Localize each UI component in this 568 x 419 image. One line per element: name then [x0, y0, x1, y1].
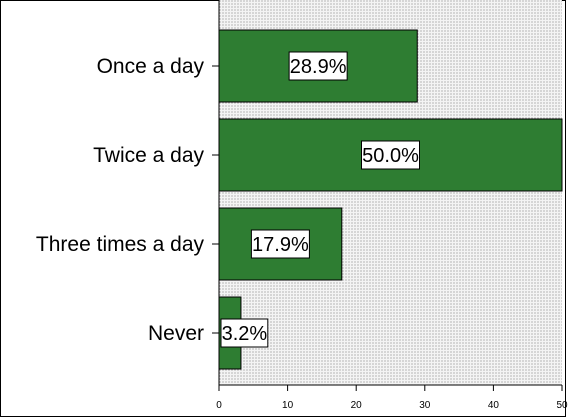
x-tick-label: 20	[351, 400, 363, 411]
category-label-once-a-day: Once a day	[97, 55, 205, 78]
category-label-twice-a-day: Twice a day	[93, 144, 204, 167]
x-tick-label: 40	[488, 400, 500, 411]
category-label-three-times-a-day: Three times a day	[36, 233, 205, 256]
x-tick-label: 50	[556, 400, 568, 411]
data-label-three-times-a-day: 17.9%	[252, 234, 309, 256]
data-label-box-once-a-day	[288, 51, 348, 81]
data-label-twice-a-day: 50.0%	[362, 145, 419, 167]
x-tick-label: 30	[419, 400, 431, 411]
data-label-never: 3.2%	[222, 323, 268, 345]
x-tick-label: 0	[216, 400, 222, 411]
data-label-box-never	[220, 318, 269, 348]
x-tick-label: 10	[282, 400, 294, 411]
data-label-box-three-times-a-day	[250, 229, 310, 259]
data-label-box-twice-a-day	[361, 140, 420, 170]
category-label-never: Never	[148, 322, 204, 345]
data-label-once-a-day: 28.9%	[290, 56, 347, 78]
